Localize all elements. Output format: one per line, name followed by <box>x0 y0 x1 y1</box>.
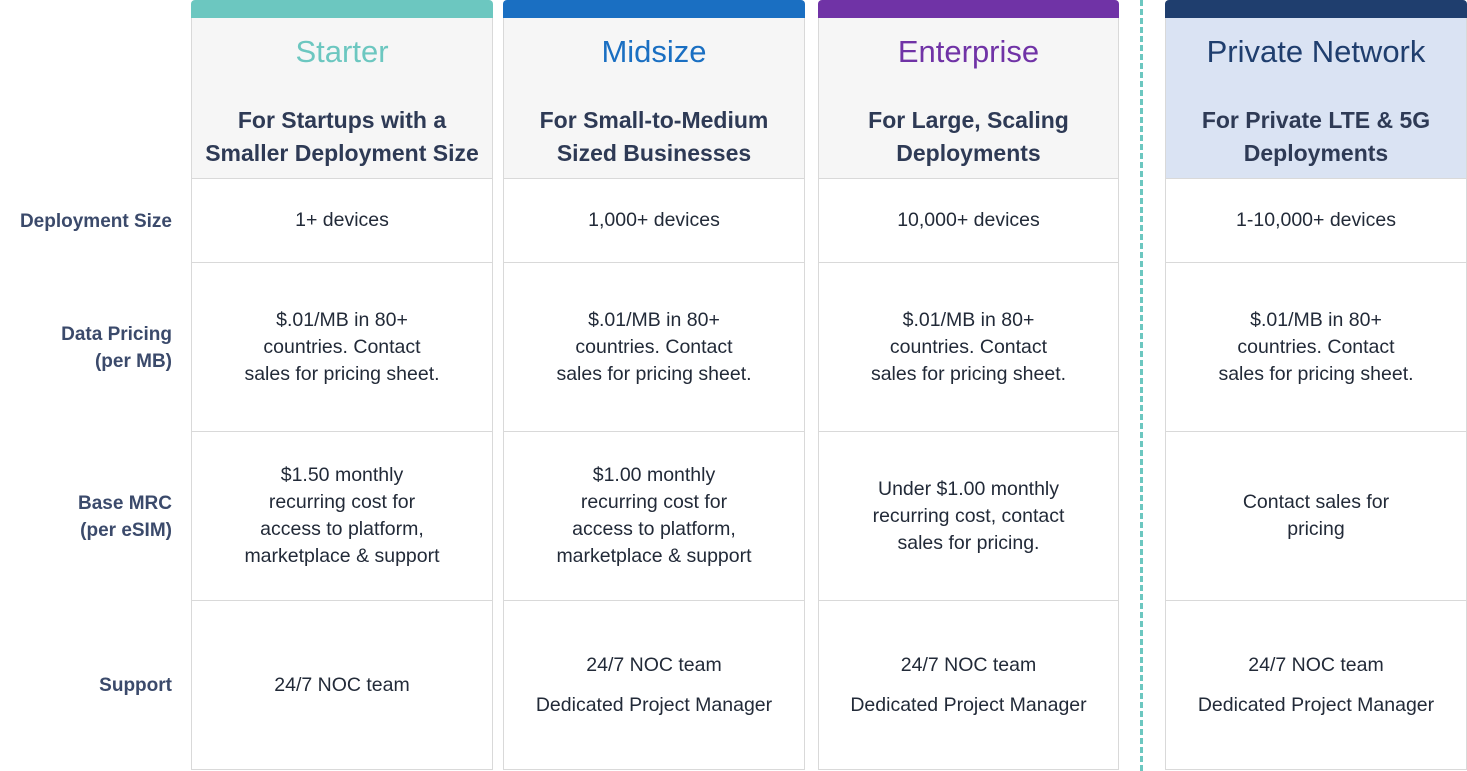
cell-base-mrc: Under $1.00 monthly recurring cost, cont… <box>818 432 1119 601</box>
cell-deployment-size: 1,000+ devices <box>503 178 805 263</box>
cell-base-mrc: $1.00 monthly recurring cost for access … <box>503 432 805 601</box>
row-label-base-mrc: Base MRC (per eSIM) <box>78 492 172 541</box>
support-item: Dedicated Project Manager <box>1197 693 1435 716</box>
cell-support: 24/7 NOC team Dedicated Project Manager <box>1165 601 1467 770</box>
plan-name: Enterprise <box>897 34 1040 69</box>
plan-tagline: For Small-to-Medium Sized Businesses <box>539 107 769 166</box>
cell-data-pricing: $.01/MB in 80+ countries. Contact sales … <box>503 263 805 432</box>
cell-deployment-size: 1+ devices <box>191 178 493 263</box>
cell-text: $.01/MB in 80+ countries. Contact sales … <box>556 308 752 385</box>
cell-deployment-size: 10,000+ devices <box>818 178 1119 263</box>
cell-text: $1.00 monthly recurring cost for access … <box>556 464 752 567</box>
row-label-support: Support <box>99 674 172 696</box>
cell-data-pricing: $.01/MB in 80+ countries. Contact sales … <box>1165 263 1467 432</box>
support-item: 24/7 NOC team <box>586 653 722 676</box>
cell-text: Under $1.00 monthly recurring cost, cont… <box>872 477 1065 554</box>
cell-text: $1.50 monthly recurring cost for access … <box>244 464 440 567</box>
row-label-data-pricing: Data Pricing (per MB) <box>61 323 172 372</box>
cell-text: 10,000+ devices <box>897 209 1040 231</box>
plan-header: Midsize For Small-to-Medium Sized Busine… <box>503 18 805 178</box>
plan-color-bar <box>503 0 805 18</box>
plan-tagline: For Large, Scaling Deployments <box>868 107 1069 166</box>
plan-column-midsize: Midsize For Small-to-Medium Sized Busine… <box>503 0 805 771</box>
plan-column-starter: Starter For Startups with a Smaller Depl… <box>191 0 493 771</box>
support-item: Dedicated Project Manager <box>850 693 1087 716</box>
plan-color-bar <box>818 0 1119 18</box>
cell-text: 1+ devices <box>295 209 389 231</box>
cell-text: Contact sales for pricing <box>1242 491 1390 540</box>
plan-column-enterprise: Enterprise For Large, Scaling Deployment… <box>818 0 1119 771</box>
cell-text: $.01/MB in 80+ countries. Contact sales … <box>1218 308 1414 385</box>
row-label-deployment-size: Deployment Size <box>19 210 172 232</box>
cell-data-pricing: $.01/MB in 80+ countries. Contact sales … <box>818 263 1119 432</box>
plan-header: Enterprise For Large, Scaling Deployment… <box>818 18 1119 178</box>
cell-base-mrc: $1.50 monthly recurring cost for access … <box>191 432 493 601</box>
plan-tagline: For Startups with a Smaller Deployment S… <box>205 107 479 166</box>
plan-name: Starter <box>295 34 389 69</box>
plan-column-private-network: Private Network For Private LTE & 5G Dep… <box>1165 0 1467 771</box>
plan-header: Private Network For Private LTE & 5G Dep… <box>1165 18 1467 178</box>
cell-deployment-size: 1-10,000+ devices <box>1165 178 1467 263</box>
cell-text: 1,000+ devices <box>588 209 720 231</box>
cell-data-pricing: $.01/MB in 80+ countries. Contact sales … <box>191 263 493 432</box>
plan-name: Private Network <box>1206 34 1426 69</box>
cell-base-mrc: Contact sales for pricing <box>1165 432 1467 601</box>
cell-support: 24/7 NOC team <box>191 601 493 770</box>
cell-text: $.01/MB in 80+ countries. Contact sales … <box>244 308 440 385</box>
support-item: Dedicated Project Manager <box>535 693 773 716</box>
support-item: 24/7 NOC team <box>274 673 410 696</box>
plan-name: Midsize <box>601 34 707 69</box>
plan-tagline: For Private LTE & 5G Deployments <box>1201 107 1431 166</box>
cell-text: $.01/MB in 80+ countries. Contact sales … <box>870 308 1067 385</box>
plan-color-bar <box>1165 0 1467 18</box>
cell-support: 24/7 NOC team Dedicated Project Manager <box>818 601 1119 770</box>
plan-color-bar <box>191 0 493 18</box>
section-divider <box>1140 0 1143 771</box>
support-item: 24/7 NOC team <box>900 653 1037 676</box>
cell-text: 1-10,000+ devices <box>1236 209 1396 231</box>
support-item: 24/7 NOC team <box>1248 653 1384 676</box>
plan-header: Starter For Startups with a Smaller Depl… <box>191 18 493 178</box>
cell-support: 24/7 NOC team Dedicated Project Manager <box>503 601 805 770</box>
